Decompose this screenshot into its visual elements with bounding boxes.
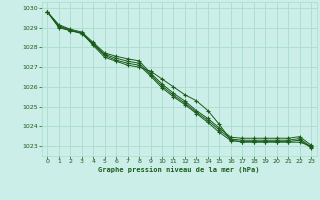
X-axis label: Graphe pression niveau de la mer (hPa): Graphe pression niveau de la mer (hPa) <box>99 166 260 173</box>
